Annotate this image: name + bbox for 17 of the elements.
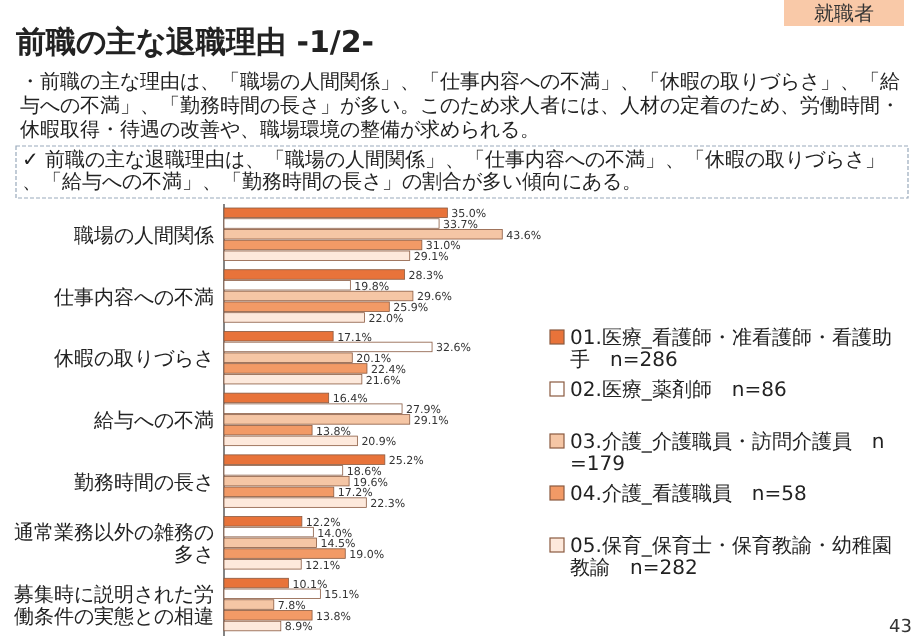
legend-label: 01.医療_看護師・准看護師・看護助手 n=286 [570,326,892,372]
y-tick-label: 募集時に説明された労働条件の実態との相違 [14,583,214,630]
text: ・前職の主な理由は、「職場の人間関係」、「仕事内容への不満」、「休暇の取りづらさ」、「給与への不満」、「勤務時間の長さ」が多い。このため求人者には、人材の定着のため、労働時間・休暇取得・待遇の改善や、職場環境の整備が求められる。 [20,70,900,142]
text: 43 [889,618,912,638]
text: ✓ 前職の主な退職理由は、「職場の人間関係」、「仕事内容への不満」、「休暇の取りづらさ」、「給与への不満」、「勤務時間の長さ」の割合が多い傾向にある。 [22,148,886,194]
y-tick-label: 休暇の取りづらさ [54,349,214,372]
legend-label: 05.保育_保育士・保育教諭・幼稚園教諭 n=282 [570,534,892,580]
y-tick-label: 職場の人間関係 [74,223,214,248]
y-tick-label: 通常業務以外の雑務の多さ [14,521,214,568]
y-tick-label: 勤務時間の長さ [74,470,214,495]
y-tick-label: 給与への不満 [92,409,214,433]
legend-label: 04.介護_看護職員 n=58 [570,482,807,506]
legend-label: 02.医療_薬剤師 n=86 [570,378,787,402]
text: 就職者 [814,2,874,26]
chart-title: 前職の主な退職理由 -1/2- [14,24,375,60]
y-tick-label: 仕事内容への不満 [54,285,214,310]
legend-label: 03.介護_介護職員・訪問介護員 n=179 [570,430,885,476]
